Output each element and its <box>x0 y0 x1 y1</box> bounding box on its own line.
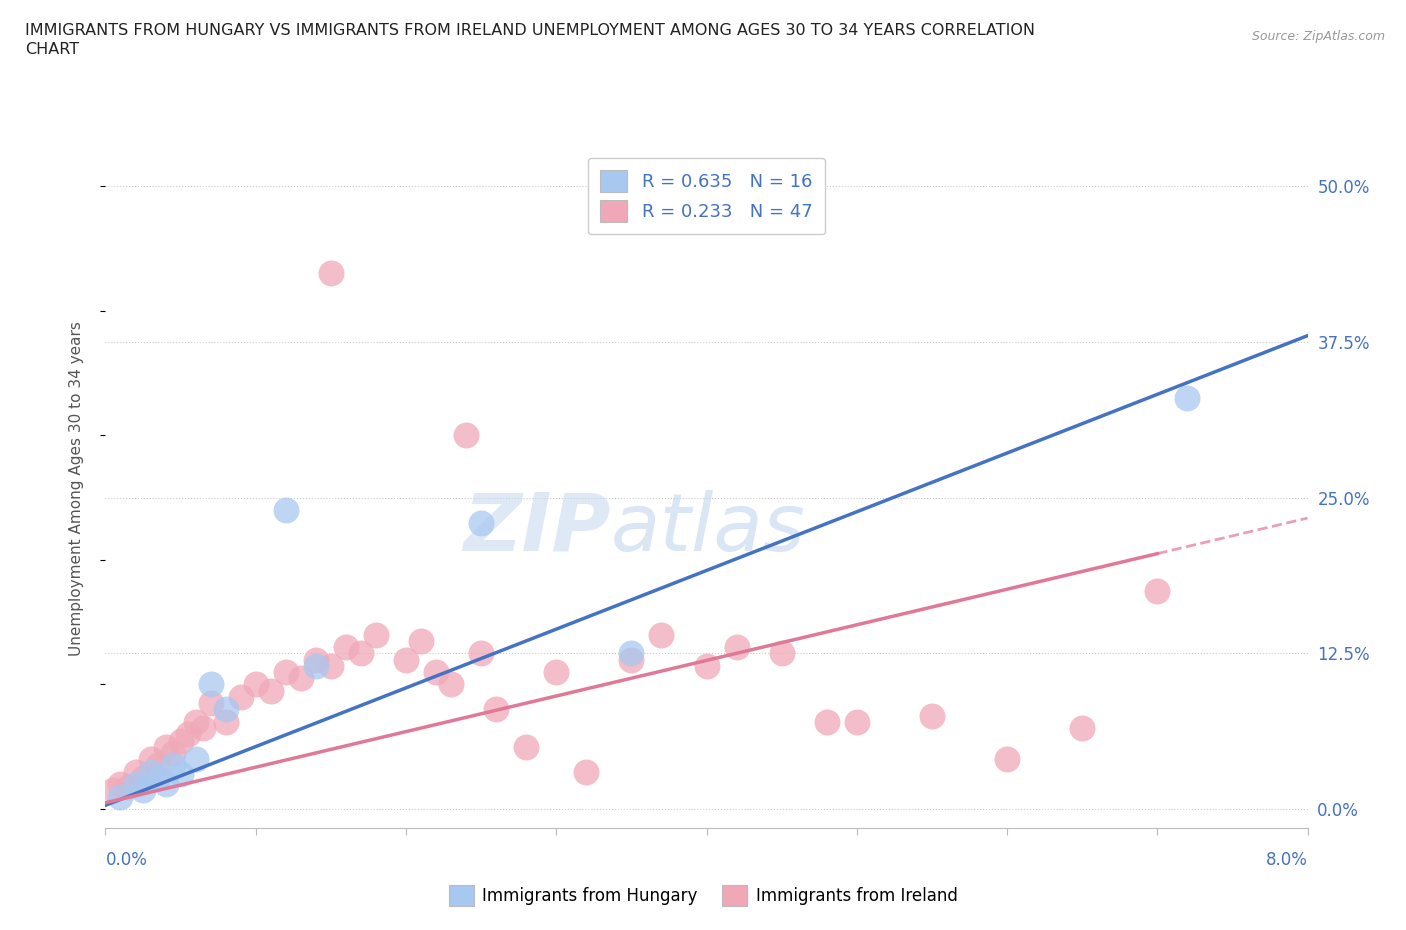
Text: 8.0%: 8.0% <box>1265 851 1308 870</box>
Point <box>485 702 508 717</box>
Point <box>1071 721 1094 736</box>
Point <box>546 665 568 680</box>
Point <box>214 702 236 717</box>
Point <box>454 428 477 443</box>
Point <box>274 665 297 680</box>
Point <box>169 766 191 781</box>
Point <box>470 515 492 530</box>
Point <box>305 652 328 667</box>
Point <box>696 658 718 673</box>
Point <box>200 696 222 711</box>
Point <box>395 652 418 667</box>
Point <box>650 627 672 642</box>
Point <box>470 645 492 660</box>
Point <box>620 645 643 660</box>
Point <box>620 652 643 667</box>
Point <box>425 665 447 680</box>
Point <box>110 790 132 804</box>
Point <box>921 708 943 723</box>
Point <box>245 677 267 692</box>
Y-axis label: Unemployment Among Ages 30 to 34 years: Unemployment Among Ages 30 to 34 years <box>69 321 84 656</box>
Point <box>274 502 297 517</box>
Point <box>1146 584 1168 599</box>
Point <box>184 751 207 766</box>
Point <box>305 658 328 673</box>
Point <box>146 770 169 785</box>
Point <box>214 714 236 729</box>
Point <box>770 645 793 660</box>
Point <box>515 739 537 754</box>
Text: ZIP: ZIP <box>463 490 610 568</box>
Point <box>440 677 463 692</box>
Point <box>319 266 342 281</box>
Point <box>146 758 169 773</box>
Point <box>117 779 139 794</box>
Point <box>155 739 177 754</box>
Point <box>139 764 162 779</box>
Point <box>169 733 191 748</box>
Text: 0.0%: 0.0% <box>105 851 148 870</box>
Point <box>110 777 132 791</box>
Point <box>162 746 184 761</box>
Point <box>132 783 155 798</box>
Point <box>177 727 200 742</box>
Point <box>575 764 598 779</box>
Point <box>1175 391 1198 405</box>
Point <box>162 758 184 773</box>
Point <box>725 640 748 655</box>
Text: atlas: atlas <box>610 490 806 568</box>
Text: CHART: CHART <box>25 42 79 57</box>
Point <box>101 783 124 798</box>
Point <box>229 689 252 704</box>
Point <box>132 770 155 785</box>
Point <box>184 714 207 729</box>
Point <box>409 633 432 648</box>
Point <box>124 764 146 779</box>
Point <box>260 684 283 698</box>
Point <box>364 627 387 642</box>
Point <box>290 671 312 685</box>
Point <box>815 714 838 729</box>
Point <box>155 777 177 791</box>
Point <box>200 677 222 692</box>
Point <box>191 721 214 736</box>
Legend: R = 0.635   N = 16, R = 0.233   N = 47: R = 0.635 N = 16, R = 0.233 N = 47 <box>588 158 825 234</box>
Text: IMMIGRANTS FROM HUNGARY VS IMMIGRANTS FROM IRELAND UNEMPLOYMENT AMONG AGES 30 TO: IMMIGRANTS FROM HUNGARY VS IMMIGRANTS FR… <box>25 23 1035 38</box>
Point <box>350 645 373 660</box>
Point <box>139 751 162 766</box>
Point <box>335 640 357 655</box>
Point <box>319 658 342 673</box>
Point <box>845 714 868 729</box>
Text: Source: ZipAtlas.com: Source: ZipAtlas.com <box>1251 30 1385 43</box>
Point <box>995 751 1018 766</box>
Point <box>124 777 146 791</box>
Legend: Immigrants from Hungary, Immigrants from Ireland: Immigrants from Hungary, Immigrants from… <box>441 879 965 912</box>
